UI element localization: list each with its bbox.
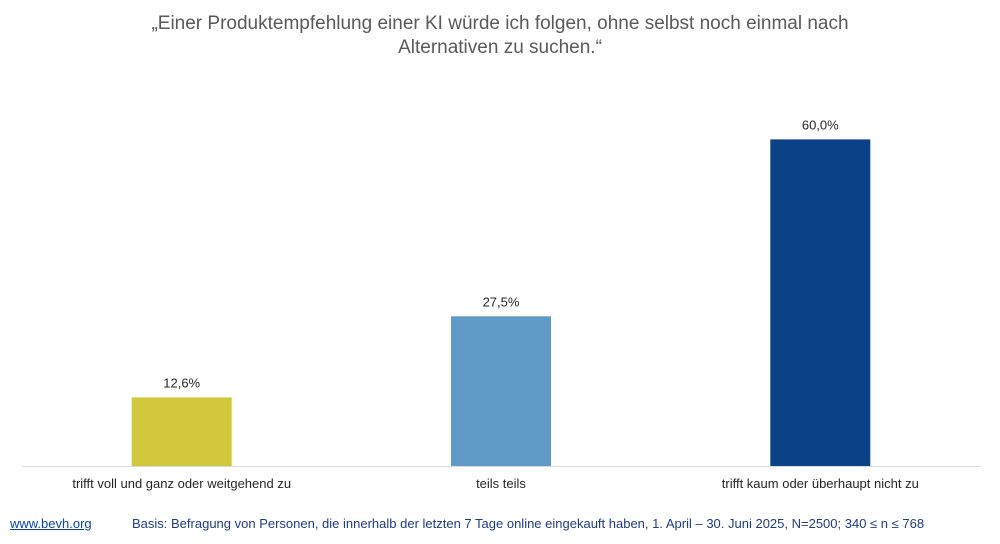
data-label-3: 60,0% [802, 117, 839, 132]
chart-title: „Einer Produktempfehlung einer KI würde … [0, 12, 1000, 60]
basis-note: Basis: Befragung von Personen, die inner… [132, 516, 925, 531]
category-label-3: trifft kaum oder überhaupt nicht zu [722, 476, 919, 491]
chart-title-line-1: „Einer Produktempfehlung einer KI würde … [151, 13, 849, 34]
category-label-1: trifft voll und ganz oder weitgehend zu [72, 476, 291, 491]
footer: www.bevh.org Basis: Befragung von Person… [0, 514, 1000, 536]
data-label-1: 12,6% [163, 375, 200, 390]
data-label-2: 27,5% [483, 294, 520, 309]
bar-2 [451, 316, 551, 466]
bar-1 [131, 397, 232, 466]
labels-layer: 12,6% trifft voll und ganz oder weitgehen… [72, 117, 918, 491]
bars-layer [131, 139, 871, 466]
bar-3 [770, 139, 871, 466]
chart-title-line-2: Alternativen zu suchen.“ [398, 37, 602, 58]
category-label-2: teils teils [476, 476, 526, 491]
source-link[interactable]: www.bevh.org [10, 516, 92, 531]
